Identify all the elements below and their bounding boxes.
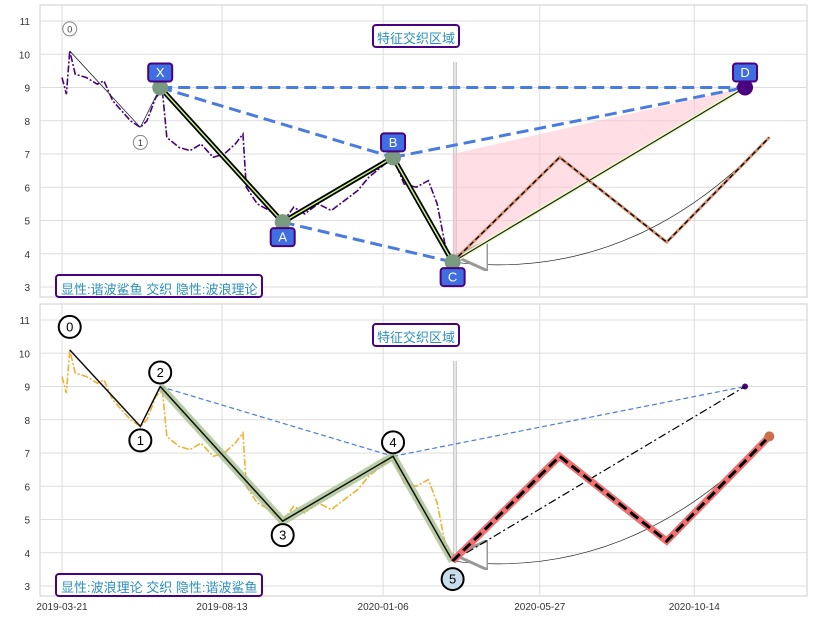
- pattern-label-box: [732, 62, 759, 83]
- bottom-legend-text: 显性:波浪理论 交织 隐性:谐波鲨鱼: [61, 580, 257, 595]
- pattern-label-box: [269, 227, 296, 248]
- pattern-label: C: [448, 270, 457, 285]
- wave-label-circle: [128, 428, 153, 453]
- x-axis: 2019-03-21 2019-08-13 2020-01-06 2020-05-27…: [36, 602, 720, 613]
- harmonic-dashed-line: [282, 220, 453, 264]
- y-tick-label: 6: [24, 482, 30, 493]
- plot-area: [39, 303, 808, 597]
- pattern-point-marker: [385, 149, 402, 166]
- wave-label-circle: [132, 134, 148, 150]
- wave-label: 2: [157, 365, 164, 380]
- y-tick-label: 3: [24, 582, 30, 593]
- harmonic-dashed-line: [392, 86, 746, 159]
- y-tick-label: 11: [20, 17, 31, 28]
- x-tick-label: 2019-08-13: [196, 602, 248, 613]
- channel-line: [392, 385, 746, 457]
- y-tick-label: 8: [24, 117, 30, 128]
- projection-line: [451, 435, 771, 563]
- y-tick-label: 10: [19, 50, 31, 61]
- wave-label-circle: [57, 314, 82, 339]
- y-tick-label: 9: [24, 84, 30, 95]
- y-tick-label: 3: [24, 283, 30, 294]
- legend-box: [55, 274, 263, 298]
- bottom-annotation-title: 特征交织区域: [377, 330, 455, 345]
- harmonic-leg: [159, 86, 454, 263]
- pattern-label: A: [278, 230, 287, 245]
- wave-label-circle: [381, 430, 406, 455]
- y-tick-label: 5: [24, 217, 30, 228]
- annotation-title-box: [372, 323, 460, 347]
- pattern-label: D: [740, 65, 749, 80]
- wave-label-circle: [148, 360, 173, 385]
- x-tick-label: 2020-10-14: [669, 602, 721, 613]
- y-tick-label: 10: [19, 349, 31, 360]
- wave-label: 3: [279, 528, 286, 543]
- wave-segment: [69, 50, 141, 128]
- pattern-point-marker: [152, 79, 169, 96]
- wave-label: 5: [449, 572, 456, 587]
- wave-label-circle: [62, 21, 78, 37]
- cd-leg: [452, 86, 746, 263]
- wave-label: 1: [138, 138, 143, 148]
- dashdot-line: [452, 385, 746, 562]
- pattern-label-box: [439, 267, 466, 288]
- channel-line: [160, 385, 394, 457]
- arc-line: [452, 137, 770, 266]
- pattern-label-box: [380, 132, 407, 153]
- y-tick-label: 7: [24, 449, 30, 460]
- pattern-point-marker: [737, 79, 754, 96]
- pattern-label: B: [389, 135, 398, 150]
- projection-line: [452, 136, 770, 263]
- y-tick-label: 7: [24, 150, 30, 161]
- wave-label: 4: [389, 435, 396, 450]
- y-tick-label: 8: [24, 416, 30, 427]
- pattern-label: X: [156, 65, 165, 80]
- wave-label: 0: [66, 319, 73, 334]
- wave-label-circle: [440, 567, 465, 592]
- projection-end: [764, 431, 775, 442]
- top-legend-text: 显性:谐波鲨鱼 交织 隐性:波浪理论: [61, 282, 257, 297]
- top-annotation-title: 特征交织区域: [377, 31, 455, 46]
- annotation-title-box: [372, 24, 460, 48]
- y-tick-label: 5: [24, 516, 30, 527]
- x-tick-label: 2020-05-27: [514, 602, 566, 613]
- wave-line: [69, 349, 454, 562]
- pattern-point-marker: [444, 254, 461, 271]
- plot-area: [39, 4, 808, 298]
- y-tick-label: 4: [24, 250, 30, 261]
- y-tick-label: 6: [24, 183, 30, 194]
- y-tick-label: 9: [24, 383, 30, 394]
- pattern-point-marker: [274, 214, 291, 231]
- wave-label-circle: [270, 523, 295, 548]
- wave-label: 1: [137, 433, 144, 448]
- x-tick-label: 2020-01-06: [358, 602, 410, 613]
- wave-label: 0: [67, 24, 72, 34]
- y-tick-label: 11: [20, 316, 31, 327]
- harmonic-dashed-line: [159, 86, 394, 159]
- legend-box: [55, 573, 263, 597]
- y-tick-label: 4: [24, 549, 30, 560]
- bottom-panel: 3 4 5 6 7 8 9 10 11 0 1 2 3 4 5: [19, 303, 808, 597]
- pattern-label-box: [147, 62, 174, 83]
- top-panel: 3 4 5 6 7 8 9 10 11 0 1 X A B C D: [19, 4, 808, 298]
- x-tick-label: 2019-03-21: [36, 602, 88, 613]
